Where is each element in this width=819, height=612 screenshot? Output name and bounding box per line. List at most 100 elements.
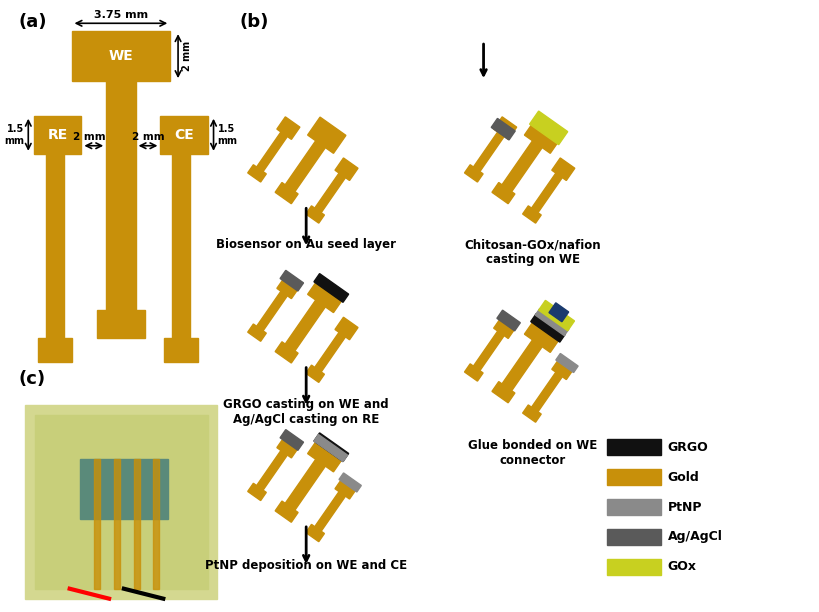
Bar [305, 365, 324, 382]
Text: GRGO casting on WE and
Ag/AgCl casting on RE: GRGO casting on WE and Ag/AgCl casting o… [223, 398, 388, 425]
Bar [529, 111, 567, 144]
Text: 1.5
mm: 1.5 mm [217, 124, 238, 146]
Bar [256, 132, 287, 173]
Bar [314, 433, 348, 461]
Bar [106, 81, 135, 310]
Bar [338, 473, 361, 492]
Bar [524, 117, 562, 154]
Bar [307, 436, 346, 472]
Bar [247, 324, 266, 341]
Bar [493, 117, 516, 140]
Bar [530, 372, 562, 414]
Text: Biosensor on Au seed layer: Biosensor on Au seed layer [216, 238, 396, 252]
Bar [256, 291, 287, 332]
Bar [491, 182, 514, 204]
Bar [496, 310, 520, 331]
Text: CE: CE [174, 128, 193, 142]
Bar [307, 117, 346, 154]
Text: GOx: GOx [667, 561, 696, 573]
Bar [133, 459, 139, 589]
Bar [606, 499, 660, 515]
Bar [71, 31, 170, 81]
Bar [280, 430, 303, 450]
Bar [524, 316, 562, 353]
Bar [256, 450, 287, 492]
Bar [38, 338, 71, 362]
Bar [283, 460, 325, 513]
Bar [606, 559, 660, 575]
Bar [499, 141, 541, 195]
Bar [313, 491, 345, 533]
Bar [530, 313, 565, 342]
Bar [335, 317, 358, 340]
Bar [530, 173, 562, 214]
Bar [314, 274, 348, 302]
Bar [551, 357, 574, 379]
Bar [275, 501, 298, 522]
Bar [283, 300, 325, 354]
Text: Gold: Gold [667, 471, 699, 483]
Text: 2 mm: 2 mm [73, 132, 106, 142]
Bar [538, 300, 574, 330]
Bar [522, 405, 541, 422]
Bar [335, 158, 358, 181]
Bar [491, 382, 514, 403]
Bar [46, 154, 64, 338]
Text: 1.5
mm: 1.5 mm [4, 124, 25, 146]
Bar [313, 173, 345, 214]
Bar [275, 182, 298, 204]
Text: Glue bonded on WE
connector: Glue bonded on WE connector [468, 439, 597, 468]
Bar [606, 469, 660, 485]
Bar [307, 277, 346, 313]
Text: 2 mm: 2 mm [132, 132, 165, 142]
Bar [499, 340, 541, 394]
Bar [275, 341, 298, 363]
Bar [464, 364, 482, 381]
Text: 3.75 mm: 3.75 mm [93, 10, 147, 20]
Bar [464, 165, 482, 182]
Text: Ag/AgCl: Ag/AgCl [667, 531, 722, 543]
Bar [491, 118, 514, 140]
Bar [606, 439, 660, 455]
Bar [280, 271, 303, 291]
Text: PtNP deposition on WE and CE: PtNP deposition on WE and CE [205, 559, 407, 572]
Bar [314, 435, 347, 461]
Text: RE: RE [48, 128, 68, 142]
Bar [472, 331, 504, 372]
Text: 2 mm: 2 mm [182, 41, 192, 71]
Bar [114, 459, 120, 589]
Bar [283, 141, 325, 195]
Text: WE: WE [108, 49, 133, 63]
Bar [535, 308, 568, 335]
Text: PtNP: PtNP [667, 501, 702, 513]
Bar [313, 332, 345, 373]
Bar [305, 206, 324, 223]
Bar [551, 158, 574, 181]
Bar [34, 116, 81, 154]
Bar [606, 529, 660, 545]
Bar [335, 477, 358, 499]
Bar [97, 310, 144, 338]
Bar [79, 459, 168, 519]
Text: GRGO: GRGO [667, 441, 708, 454]
Text: (b): (b) [239, 13, 268, 31]
Bar [161, 116, 207, 154]
Text: (c): (c) [18, 370, 46, 388]
Bar [305, 524, 324, 542]
Bar [153, 459, 159, 589]
Bar [493, 316, 516, 338]
Text: Chitosan-GOx/nafion
casting on WE: Chitosan-GOx/nafion casting on WE [464, 238, 600, 266]
Bar [522, 206, 541, 223]
Bar [277, 276, 300, 299]
Bar [35, 414, 207, 589]
Bar [277, 435, 300, 458]
Bar [555, 354, 577, 373]
Bar [247, 483, 266, 501]
Bar [247, 165, 266, 182]
Bar [548, 303, 568, 322]
Bar [25, 405, 217, 599]
Bar [94, 459, 100, 589]
Text: (a): (a) [18, 13, 47, 31]
Bar [472, 132, 504, 173]
Bar [164, 338, 197, 362]
